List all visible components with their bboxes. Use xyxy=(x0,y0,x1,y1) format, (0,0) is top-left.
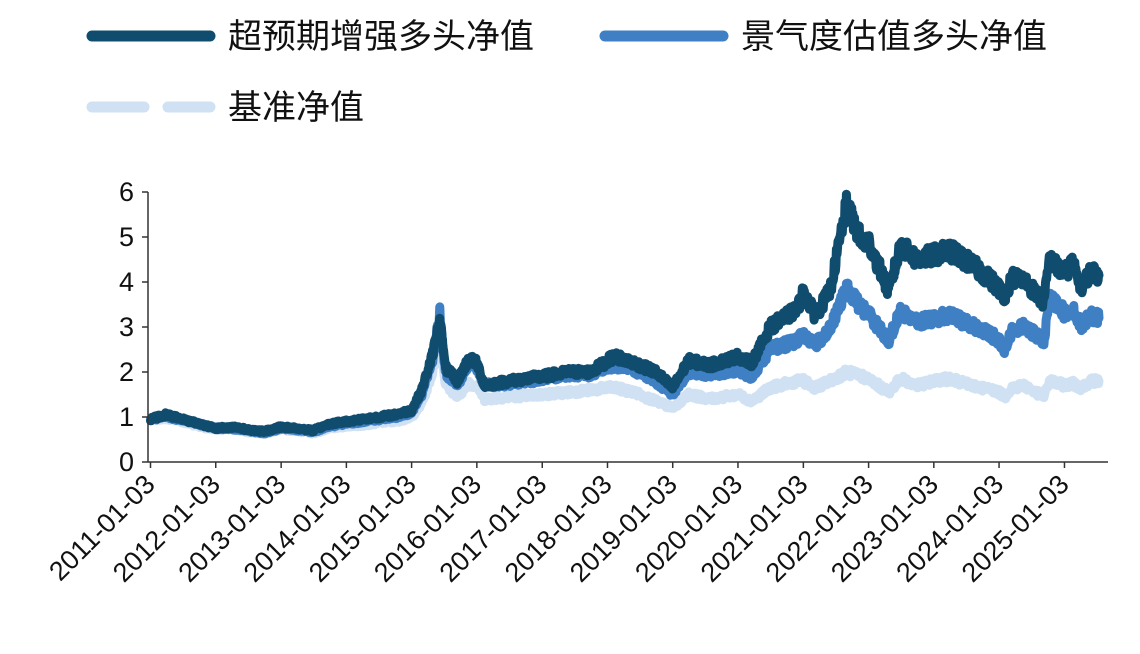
y-tick-label: 3 xyxy=(119,312,134,342)
y-tick-label: 1 xyxy=(119,402,134,432)
legend-label-1: 超预期增强多头净值 xyxy=(228,17,534,57)
legend-label-2: 景气度估值多头净值 xyxy=(741,17,1047,57)
y-tick-label: 0 xyxy=(119,447,134,477)
y-tick-label: 4 xyxy=(119,267,134,297)
legend-label-3: 基准净值 xyxy=(228,88,364,128)
y-tick-label: 2 xyxy=(119,357,134,387)
series-line-1 xyxy=(146,189,1104,437)
y-tick-label: 5 xyxy=(119,222,134,252)
y-tick-label: 6 xyxy=(119,177,134,207)
plot-area xyxy=(146,189,1104,439)
series-line-3 xyxy=(146,333,1104,439)
